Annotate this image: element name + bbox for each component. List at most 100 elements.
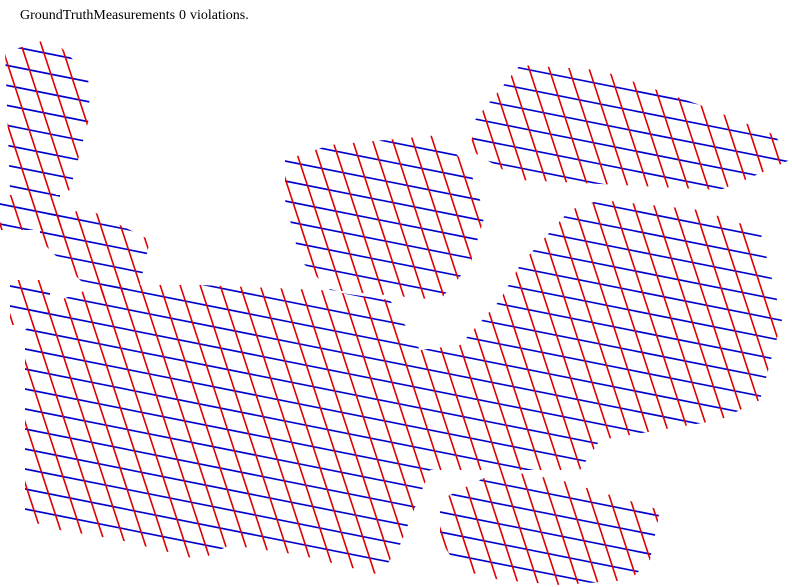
red-hatch-line: [499, 65, 711, 190]
blue-hatch-line: [0, 0, 792, 8]
red-hatch-line: [19, 38, 90, 200]
red-hatch-line: [479, 135, 485, 300]
blue-hatch-line: [0, 560, 792, 587]
red-hatch-line: [80, 0, 290, 587]
red-hatch-line: [460, 0, 670, 587]
blue-hatch-line: [0, 520, 792, 587]
blue-hatch-line: [0, 560, 792, 587]
red-hatch-line: [659, 200, 782, 575]
red-hatch-line: [480, 0, 690, 587]
blue-hatch-line: [25, 479, 782, 575]
red-hatch-line: [440, 470, 651, 585]
red-hatch-line: [10, 280, 50, 325]
red-hatch-line: [479, 200, 691, 575]
red-hatch-line: [20, 0, 230, 587]
red-hatch-line: [259, 200, 471, 575]
blue-hatch-line: [25, 459, 782, 575]
red-hatch-line: [760, 0, 792, 587]
red-hatch-line: [25, 200, 231, 575]
red-hatch-line: [780, 0, 792, 587]
blue-hatch-line: [25, 539, 782, 575]
blue-hatch-line: [470, 65, 790, 149]
blue-hatch-line: [25, 279, 782, 449]
red-hatch-line: [440, 470, 571, 585]
red-hatch-line: [460, 0, 670, 587]
blue-hatch-line: [470, 65, 790, 109]
blue-hatch-line: [0, 480, 792, 587]
red-hatch-line: [780, 0, 792, 587]
red-hatch-line: [379, 135, 485, 300]
red-hatch-line: [59, 195, 60, 230]
blue-hatch-line: [0, 0, 792, 108]
red-hatch-line: [720, 0, 792, 587]
red-hatch-line: [285, 135, 471, 300]
red-hatch-line: [25, 200, 191, 575]
blue-hatch-line: [25, 200, 782, 249]
red-hatch-line: [160, 0, 370, 587]
blue-hatch-line: [0, 0, 792, 48]
red-hatch-line: [0, 0, 10, 587]
blue-hatch-line: [285, 135, 485, 289]
red-hatch-line: [60, 0, 270, 587]
red-hatch-line: [5, 38, 11, 200]
red-hatch-line: [440, 470, 591, 585]
red-hatch-line: [680, 0, 792, 587]
red-hatch-line: [579, 470, 660, 585]
blue-hatch-line: [25, 559, 782, 575]
blue-hatch-line: [0, 0, 792, 68]
measurement-title: GroundTruthMeasurements: [20, 8, 176, 23]
red-hatch-line: [280, 0, 490, 587]
blue-hatch-line: [0, 0, 792, 148]
blue-hatch-line: [0, 520, 792, 587]
blue-hatch-line: [0, 580, 792, 587]
red-hatch-line: [470, 65, 671, 190]
blue-hatch-line: [0, 0, 792, 28]
red-hatch-line: [80, 0, 290, 587]
blue-hatch-line: [0, 0, 792, 28]
red-hatch-line: [280, 0, 490, 587]
blue-hatch-line: [0, 0, 792, 48]
blue-hatch-line: [0, 0, 792, 28]
red-hatch-line: [720, 0, 792, 587]
red-hatch-line: [39, 38, 90, 200]
red-hatch-line: [440, 470, 611, 585]
red-hatch-line: [519, 65, 731, 190]
blue-hatch-line: [5, 38, 90, 69]
red-hatch-line: [719, 65, 790, 190]
blue-hatch-line: [0, 580, 792, 587]
red-hatch-line: [759, 65, 790, 190]
blue-hatch-line: [0, 0, 792, 128]
red-hatch-line: [579, 65, 790, 190]
red-hatch-line: [219, 200, 431, 575]
red-hatch-line: [460, 0, 670, 587]
red-hatch-line: [10, 280, 50, 325]
red-hatch-line: [580, 0, 790, 587]
blue-hatch-line: [0, 0, 792, 88]
red-hatch-line: [79, 210, 150, 300]
blue-hatch-line: [0, 0, 792, 28]
red-hatch-line: [180, 0, 390, 587]
red-hatch-line: [440, 470, 491, 585]
blue-hatch-line: [0, 580, 792, 587]
red-hatch-line: [19, 195, 60, 230]
blue-hatch-line: [0, 580, 792, 587]
blue-hatch-line: [0, 480, 792, 587]
blue-hatch-line: [5, 38, 90, 149]
red-hatch-line: [10, 280, 11, 325]
red-hatch-line: [720, 0, 792, 587]
red-hatch-line: [419, 135, 485, 300]
red-hatch-line: [779, 200, 782, 575]
blue-hatch-line: [0, 0, 792, 68]
violations-label: violations.: [190, 8, 249, 23]
red-hatch-line: [360, 0, 570, 587]
red-hatch-line: [320, 0, 530, 587]
blue-hatch-line: [0, 0, 792, 108]
red-hatch-line: [5, 38, 90, 200]
blue-hatch-line: [0, 0, 792, 28]
blue-hatch-line: [0, 540, 792, 587]
red-hatch-line: [500, 0, 710, 587]
